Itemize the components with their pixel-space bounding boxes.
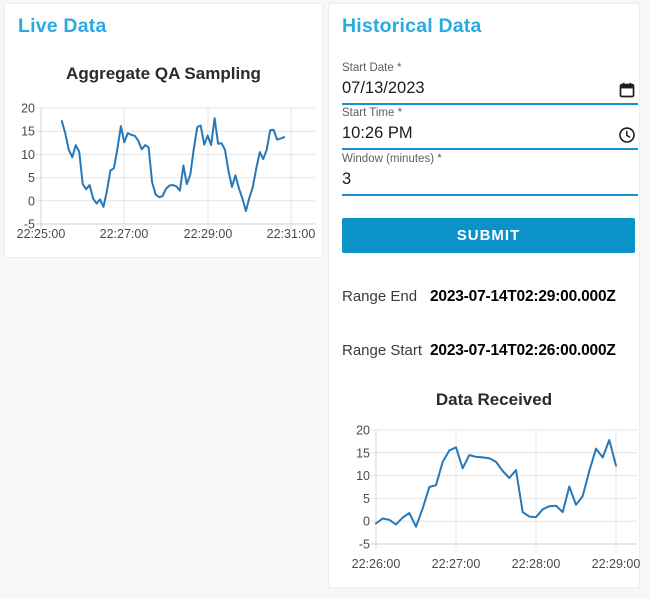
clock-icon[interactable]	[618, 126, 636, 144]
window-minutes-label: Window (minutes) *	[342, 153, 442, 165]
live-chart-title: Aggregate QA Sampling	[66, 64, 261, 83]
start-time-field: Start Time *	[342, 106, 638, 150]
svg-text:22:27:00: 22:27:00	[432, 557, 481, 571]
historical-data-panel: Historical Data Start Date * Start Time …	[328, 3, 640, 588]
svg-text:-5: -5	[359, 538, 370, 552]
range-end-label: Range End	[342, 288, 418, 305]
svg-text:10: 10	[21, 148, 35, 162]
range-end-value: 2023-07-14T02:29:00.000Z	[430, 288, 616, 305]
window-minutes-field: Window (minutes) *	[342, 152, 638, 196]
svg-text:15: 15	[356, 446, 370, 460]
svg-text:10: 10	[356, 469, 370, 483]
range-start-value: 2023-07-14T02:26:00.000Z	[430, 342, 616, 359]
svg-text:20: 20	[356, 424, 370, 438]
svg-text:5: 5	[363, 492, 370, 506]
historical-data-title: Historical Data	[342, 15, 482, 37]
svg-text:22:29:00: 22:29:00	[592, 557, 641, 571]
received-chart-title: Data Received	[435, 390, 553, 409]
start-date-label: Start Date *	[342, 62, 402, 74]
svg-text:-5: -5	[24, 218, 35, 232]
aggregate-qa-sampling-chart[interactable]: 20 15 10 5 0 -522:25:00 22:27:00 22:29:00 22:31:…	[5, 88, 324, 252]
calendar-icon[interactable]	[618, 81, 636, 99]
submit-button[interactable]: SUBMIT	[342, 218, 635, 253]
start-time-input[interactable]	[342, 121, 610, 145]
start-date-input[interactable]	[342, 76, 610, 100]
data-received-chart[interactable]: 20 15 10 5 0 -5 22:26:00 22:27:00 22:28:00 22:29:…	[329, 416, 641, 578]
live-data-panel: Live Data Aggregate QA Sampling 20 15 10 5 0…	[4, 3, 323, 258]
svg-text:0: 0	[28, 194, 35, 208]
start-time-label: Start Time *	[342, 107, 403, 119]
range-start-label: Range Start	[342, 342, 423, 359]
svg-text:22:29:00: 22:29:00	[184, 227, 233, 241]
range-end-row: Range End 2023-07-14T02:29:00.000Z	[342, 288, 616, 306]
window-minutes-input[interactable]	[342, 167, 638, 191]
svg-text:15: 15	[21, 125, 35, 139]
range-start-row: Range Start 2023-07-14T02:26:00.000Z	[342, 342, 616, 360]
start-date-field: Start Date *	[342, 61, 638, 105]
svg-text:22:31:00: 22:31:00	[267, 227, 316, 241]
svg-text:22:27:00: 22:27:00	[100, 227, 149, 241]
live-data-title: Live Data	[18, 15, 107, 37]
svg-text:0: 0	[363, 515, 370, 529]
svg-text:22:28:00: 22:28:00	[512, 557, 561, 571]
svg-text:22:25:00: 22:25:00	[17, 227, 66, 241]
svg-text:22:26:00: 22:26:00	[352, 557, 401, 571]
svg-text:5: 5	[28, 171, 35, 185]
svg-text:20: 20	[21, 102, 35, 116]
